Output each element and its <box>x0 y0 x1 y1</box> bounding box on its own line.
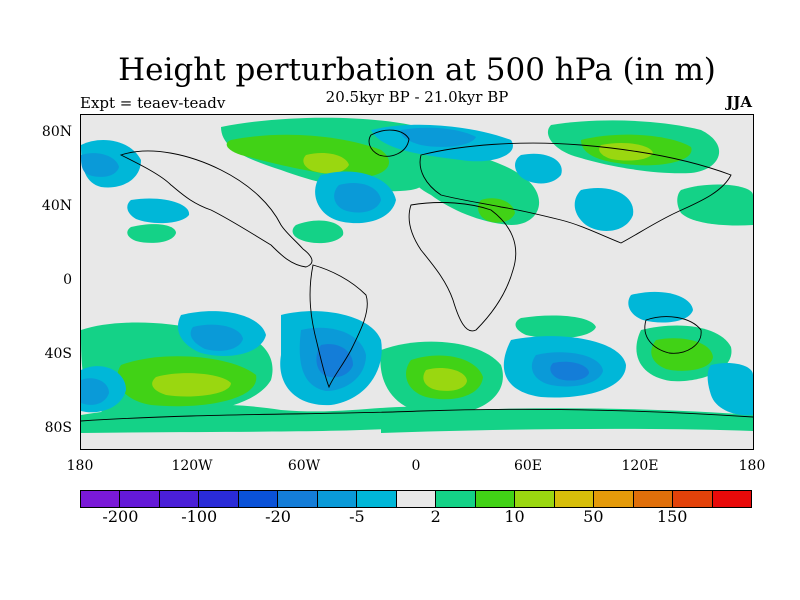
colorbar-swatch <box>396 491 437 507</box>
colorbar-swatch <box>475 491 516 507</box>
negative-anomaly <box>81 153 119 177</box>
colorbar-swatch <box>554 491 595 507</box>
positive-anomaly <box>292 220 344 244</box>
negative-anomaly <box>707 363 753 416</box>
lat-tick-label: 80N <box>41 123 72 140</box>
greenland-coastline <box>368 129 410 157</box>
colorbar-swatch <box>238 491 279 507</box>
positive-anomaly <box>423 368 467 391</box>
north-america-coastline <box>119 150 313 268</box>
negative-anomaly <box>316 344 353 378</box>
colorbar-label: -20 <box>265 507 291 526</box>
lon-tick-label: 0 <box>411 458 421 474</box>
plot-subtitle: 20.5kyr BP - 21.0kyr BP <box>325 88 509 106</box>
colorbar-swatch <box>120 491 160 507</box>
colorbar-swatch <box>594 491 634 507</box>
negative-anomaly <box>190 324 243 351</box>
experiment-label: Expt = teaev-teadv <box>80 94 226 112</box>
lon-tick-label: 180 <box>738 458 766 474</box>
colorbar-swatch <box>199 491 239 507</box>
colorbar-label: 2 <box>430 507 441 526</box>
lon-tick-label: 60E <box>513 458 543 474</box>
positive-anomaly <box>651 338 713 371</box>
negative-anomaly <box>628 291 693 323</box>
colorbar-swatch <box>357 491 397 507</box>
south-america-coastline <box>309 264 368 389</box>
africa-coastline <box>408 202 517 332</box>
colorbar-swatch <box>159 491 200 507</box>
colorbar-swatch <box>436 491 476 507</box>
colorbar <box>80 490 752 508</box>
lat-tick-label: 40S <box>44 346 72 363</box>
colorbar-swatch <box>278 491 318 507</box>
lat-tick-label: 80S <box>44 420 72 437</box>
negative-anomaly <box>81 378 109 405</box>
positive-anomaly <box>677 184 753 226</box>
height-anomaly-map <box>81 117 753 433</box>
lon-tick-label: 180 <box>66 458 94 474</box>
colorbar-label: 50 <box>583 507 604 526</box>
colorbar-swatch <box>633 491 674 507</box>
colorbar-swatch <box>515 491 555 507</box>
positive-anomaly <box>303 153 349 174</box>
lon-tick-label: 60W <box>287 458 321 474</box>
negative-anomaly <box>334 182 381 213</box>
lat-tick-label: 40N <box>41 197 72 214</box>
plot-title: Height perturbation at 500 hPa (in m) <box>118 52 716 88</box>
map-panel <box>80 114 754 450</box>
colorbar-swatch <box>673 491 713 507</box>
negative-anomaly <box>127 198 190 224</box>
negative-anomaly <box>550 361 589 381</box>
antarctica-coastline <box>81 408 753 422</box>
colorbar-label: 10 <box>504 507 525 526</box>
season-label: JJA <box>726 93 752 111</box>
lon-tick-label: 120E <box>621 458 659 474</box>
australia-coastline <box>644 316 702 354</box>
negative-anomaly <box>400 127 476 147</box>
negative-anomaly <box>574 187 634 231</box>
positive-anomaly <box>515 315 596 339</box>
negative-anomaly <box>515 153 562 184</box>
colorbar-swatch <box>712 491 751 507</box>
lat-tick-label: 0 <box>63 272 72 288</box>
positive-anomaly <box>152 373 231 397</box>
colorbar-label: 150 <box>656 507 688 526</box>
lon-tick-label: 120W <box>171 458 213 474</box>
eurasia-coastline <box>419 142 732 244</box>
colorbar-label: -100 <box>181 507 218 526</box>
colorbar-swatch <box>81 491 121 507</box>
positive-anomaly <box>599 142 653 161</box>
positive-anomaly <box>381 408 753 433</box>
colorbar-label: -5 <box>349 507 365 526</box>
positive-anomaly <box>127 224 176 243</box>
colorbar-label: -200 <box>102 507 139 526</box>
colorbar-swatch <box>317 491 358 507</box>
